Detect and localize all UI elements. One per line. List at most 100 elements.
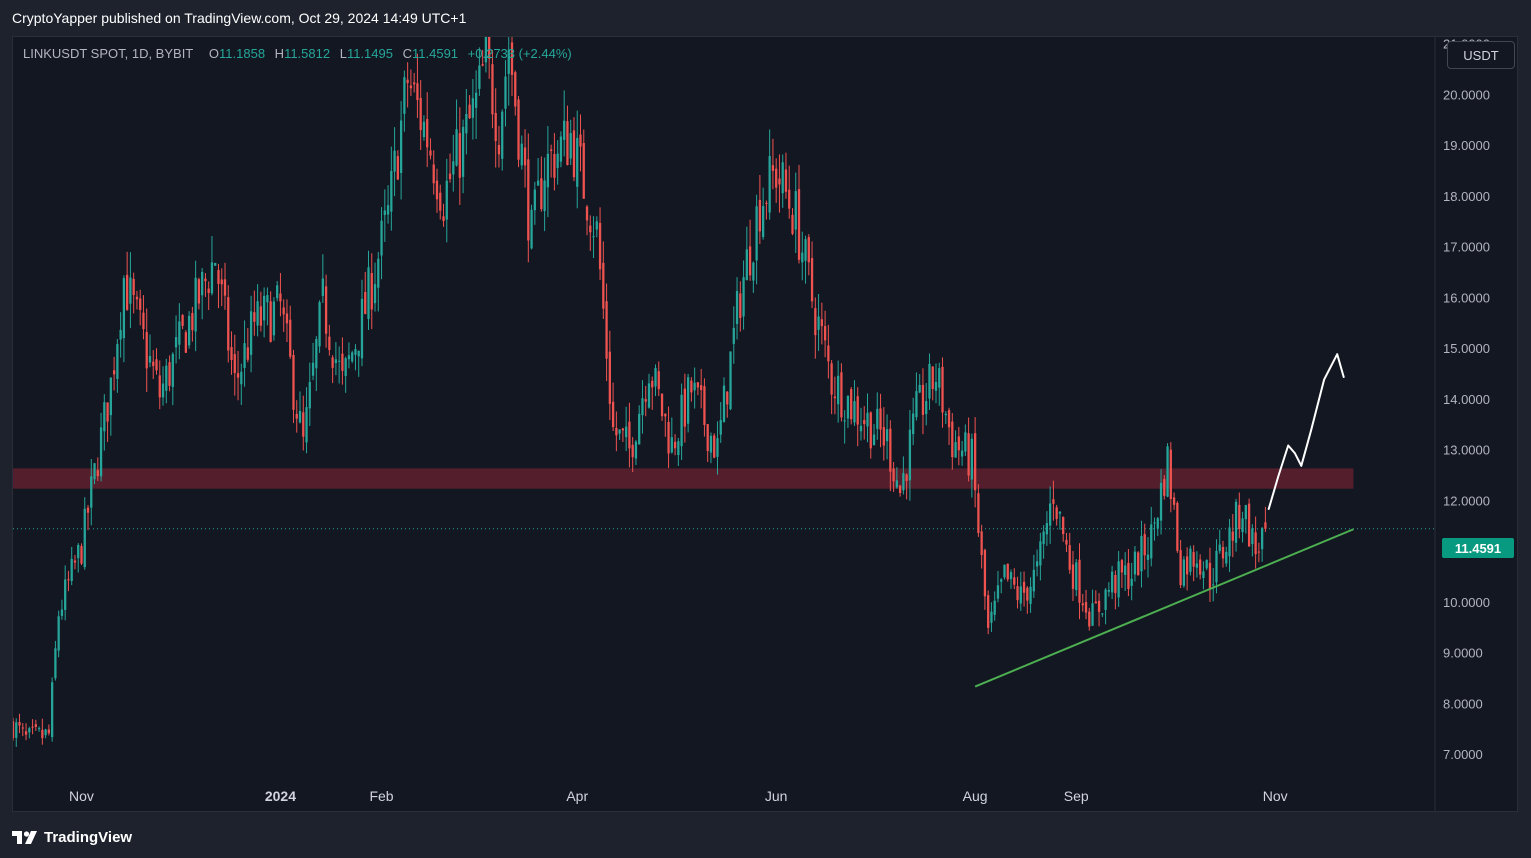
candle-body <box>360 298 364 359</box>
candle-body <box>1039 541 1042 566</box>
candle-body <box>608 351 611 404</box>
x-tick-label: Feb <box>369 788 393 804</box>
candle-body <box>582 143 585 199</box>
candle-body <box>657 371 660 390</box>
candle-body <box>409 85 413 89</box>
candle-body <box>794 191 797 230</box>
candle-body <box>533 189 536 211</box>
candle-body <box>735 291 739 324</box>
candle-body <box>139 298 142 311</box>
candle-body <box>220 279 223 285</box>
candle-body <box>827 345 830 362</box>
x-tick-label: Apr <box>566 788 588 804</box>
candle-body <box>334 359 338 364</box>
chart-frame[interactable]: 7.00008.00009.000010.000011.000012.00001… <box>12 36 1518 812</box>
candle-body <box>478 65 481 89</box>
candle-body <box>833 396 837 399</box>
candle-body <box>996 585 1000 599</box>
candle-body <box>954 442 957 458</box>
candle-body <box>938 368 941 388</box>
candle-body <box>119 329 122 340</box>
candle-body <box>311 362 315 376</box>
candle-body <box>1127 562 1130 589</box>
candle-body <box>1026 587 1029 601</box>
candle-body <box>83 508 86 568</box>
candle-body <box>602 262 605 309</box>
candle-body <box>207 288 210 293</box>
candle-body <box>227 297 230 351</box>
candle-body <box>1140 535 1143 572</box>
candle-body <box>928 363 931 399</box>
candle-body <box>262 295 266 321</box>
candle-body <box>181 315 184 326</box>
candle-body <box>393 150 396 172</box>
candle-body <box>569 133 572 159</box>
publish-header: CryptoYapper published on TradingView.co… <box>0 0 1531 36</box>
open-value: 11.1858 <box>219 46 266 61</box>
candle-body <box>641 398 644 416</box>
candle-body <box>983 549 987 597</box>
currency-button[interactable]: USDT <box>1447 41 1515 69</box>
tradingview-footer[interactable]: TradingView <box>12 826 132 848</box>
y-tick-label: 20.0000 <box>1443 87 1490 102</box>
candle-body <box>1172 497 1176 505</box>
projection-arrow <box>1267 353 1345 510</box>
candle-body <box>80 546 83 564</box>
candle-body <box>915 391 918 418</box>
candle-body <box>683 388 687 427</box>
candle-body <box>289 319 292 357</box>
candle-body <box>243 343 246 368</box>
y-tick-label: 12.0000 <box>1443 493 1490 508</box>
candle-body <box>1166 446 1169 497</box>
candle-body <box>660 393 664 417</box>
candle-body <box>1120 560 1124 573</box>
candle-body <box>716 438 719 457</box>
candle-body <box>859 425 863 432</box>
candle-body <box>752 262 755 281</box>
candle-body <box>67 579 70 581</box>
candle-body <box>810 258 814 302</box>
candle-body <box>778 178 781 185</box>
candle-body <box>318 302 321 347</box>
resistance-zone <box>13 468 1354 489</box>
candle-body <box>370 273 373 310</box>
candle-body <box>201 271 204 296</box>
candle-body <box>103 402 106 432</box>
candle-body <box>187 315 191 346</box>
candle-body <box>126 274 129 310</box>
candle-body <box>690 380 693 393</box>
candle-body <box>1228 527 1231 557</box>
candle-body <box>1081 603 1084 606</box>
candle-body <box>677 441 680 456</box>
candle-body <box>338 360 341 362</box>
candle-body <box>439 192 442 211</box>
candle-body <box>468 104 471 119</box>
candle-body <box>1150 524 1153 559</box>
candlestick-chart[interactable]: 7.00008.00009.000010.000011.000012.00001… <box>13 37 1517 811</box>
candle-body <box>308 382 311 409</box>
candle-body <box>517 99 520 160</box>
candle-body <box>912 413 915 435</box>
candle-body <box>556 153 559 168</box>
candle-body <box>761 206 765 238</box>
candle-body <box>585 206 589 221</box>
candle-body <box>840 372 843 418</box>
candle-body <box>1225 551 1228 564</box>
candle-body <box>474 92 478 108</box>
candle-body <box>367 267 370 320</box>
candle-body <box>807 237 810 263</box>
candle-body <box>86 507 90 513</box>
candle-body <box>174 337 178 348</box>
candle-body <box>494 112 497 142</box>
candle-body <box>1042 531 1045 545</box>
candle-body <box>722 385 726 422</box>
candle-body <box>1101 613 1104 615</box>
candle-body <box>246 347 249 360</box>
y-tick-label: 13.0000 <box>1443 443 1490 458</box>
candle-body <box>628 421 631 449</box>
candle-body <box>41 729 44 739</box>
candle-body <box>804 239 807 261</box>
candle-body <box>44 729 47 736</box>
candle-body <box>357 350 360 357</box>
y-tick-label: 16.0000 <box>1443 290 1490 305</box>
